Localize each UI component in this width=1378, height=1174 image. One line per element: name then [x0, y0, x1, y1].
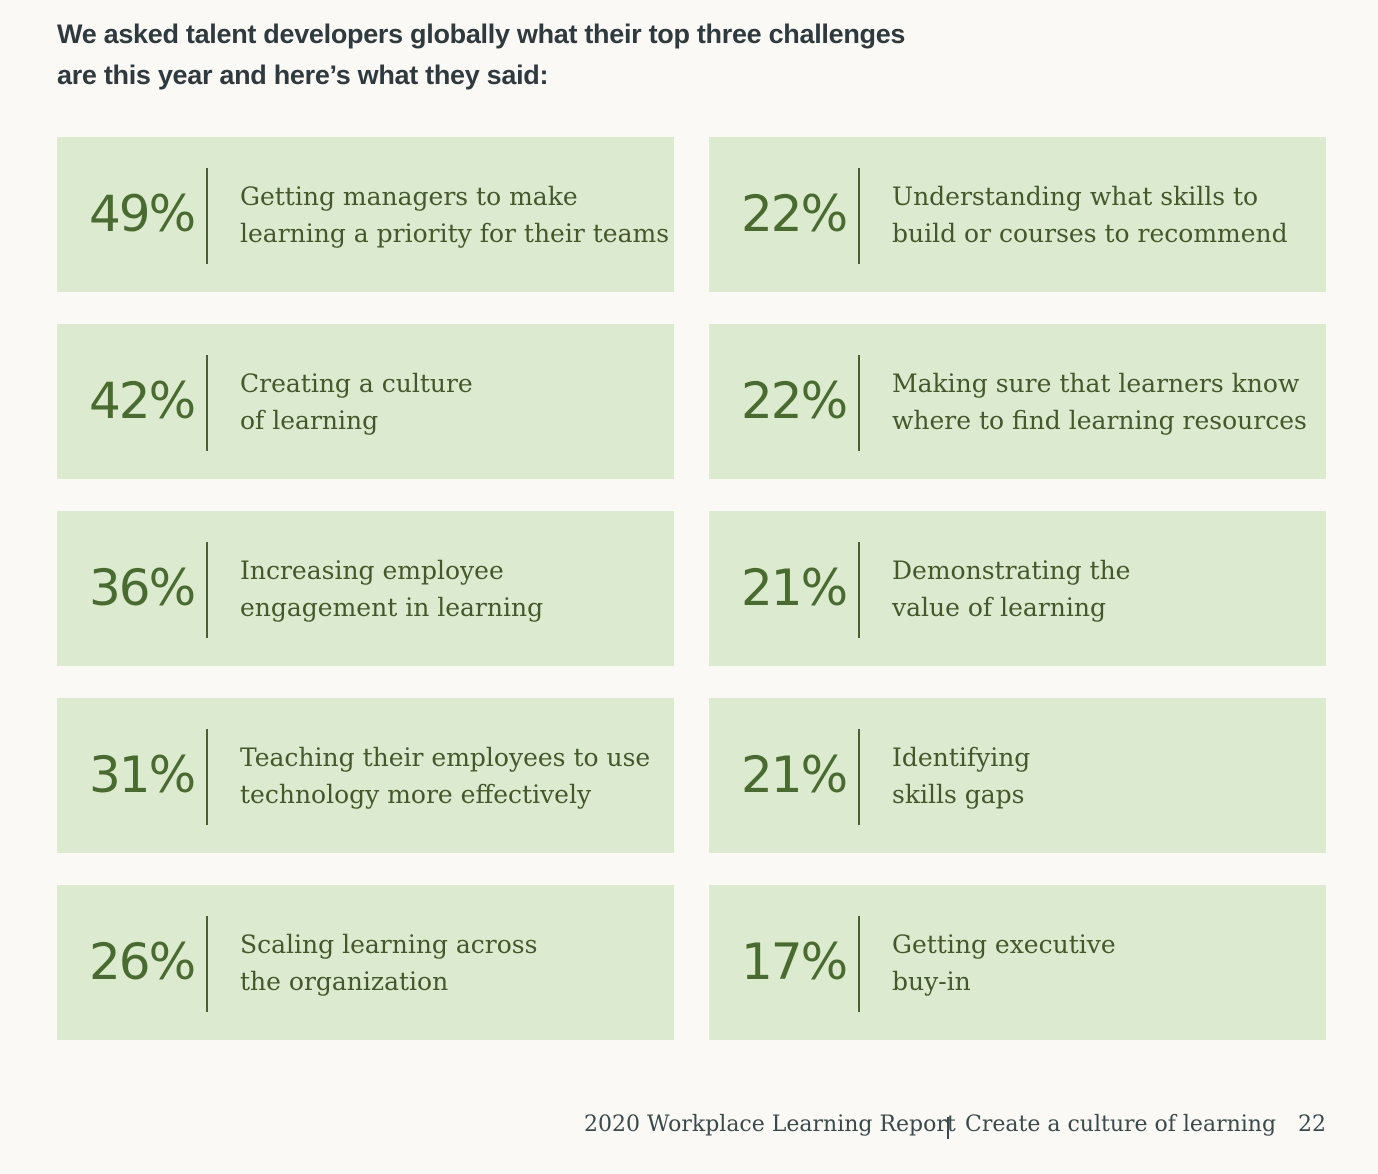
description-line: Getting executive	[892, 930, 1116, 959]
stat-description: Getting managers to make learning a prior…	[240, 178, 669, 252]
divider	[206, 729, 208, 825]
description-line: technology more effectively	[240, 780, 592, 809]
stat-description: Making sure that learners know where to f…	[892, 365, 1307, 439]
description-line: Scaling learning across	[240, 930, 538, 959]
stat-description: Identifying skills gaps	[892, 739, 1030, 813]
stat-card: 17% Getting executive buy-in	[709, 885, 1326, 1040]
description-line: learning a priority for their teams	[240, 219, 670, 248]
stat-description: Getting executive buy-in	[892, 926, 1116, 1000]
divider	[858, 168, 860, 264]
description-line: value of learning	[892, 593, 1106, 622]
description-line: Creating a culture	[240, 369, 473, 398]
stat-value: 21%	[741, 746, 848, 804]
stat-card: 31% Teaching their employees to use techno…	[57, 698, 674, 853]
description-line: buy-in	[892, 967, 971, 996]
footer-report: 2020 Workplace Learning Report	[584, 1112, 956, 1137]
stat-value: 49%	[89, 185, 196, 243]
description-line: where to find learning resources	[892, 406, 1307, 435]
divider	[858, 355, 860, 451]
description-line: skills gaps	[892, 780, 1025, 809]
description-line: the organization	[240, 967, 449, 996]
description-line: Understanding what skills to	[892, 182, 1259, 211]
divider	[858, 542, 860, 638]
footer-section: Create a culture of learning	[965, 1112, 1277, 1137]
page-number: 22	[1298, 1112, 1326, 1137]
stat-description: Increasing employee engagement in learnin…	[240, 552, 543, 626]
stat-description: Demonstrating the value of learning	[892, 552, 1130, 626]
stat-description: Understanding what skills to build or cou…	[892, 178, 1288, 252]
stat-value: 26%	[89, 933, 196, 991]
stat-description: Scaling learning across the organization	[240, 926, 537, 1000]
stat-description: Creating a culture of learning	[240, 365, 473, 439]
stat-card: 21% Demonstrating the value of learning	[709, 511, 1326, 666]
description-line: Increasing employee	[240, 556, 504, 585]
description-line: Making sure that learners know	[892, 369, 1300, 398]
divider	[206, 355, 208, 451]
divider	[206, 168, 208, 264]
title-line: are this year and here’s what they said:	[57, 60, 549, 90]
stat-value: 17%	[741, 933, 848, 991]
stat-card: 49% Getting managers to make learning a pr…	[57, 137, 674, 292]
stat-card: 36% Increasing employee engagement in lear…	[57, 511, 674, 666]
stat-card: 22% Understanding what skills to build or …	[709, 137, 1326, 292]
divider	[206, 916, 208, 1012]
divider	[858, 729, 860, 825]
description-line: Teaching their employees to use	[240, 743, 651, 772]
description-line: Getting managers to make	[240, 182, 578, 211]
stat-value: 21%	[741, 559, 848, 617]
title: We asked talent developers globally what…	[57, 14, 905, 96]
stat-value: 31%	[89, 746, 196, 804]
stat-card: 26% Scaling learning across the organizati…	[57, 885, 674, 1040]
description-line: Identifying	[892, 743, 1031, 772]
stat-value: 42%	[89, 372, 196, 430]
divider	[206, 542, 208, 638]
stat-value: 22%	[741, 185, 848, 243]
stat-card: 42% Creating a culture of learning	[57, 324, 674, 479]
description-line: of learning	[240, 406, 379, 435]
stat-description: Teaching their employees to use technolog…	[240, 739, 650, 813]
divider	[858, 916, 860, 1012]
description-line: build or courses to recommend	[892, 219, 1288, 248]
title-line: We asked talent developers globally what…	[57, 19, 906, 49]
description-line: engagement in learning	[240, 593, 544, 622]
description-line: Demonstrating the	[892, 556, 1131, 585]
stat-value: 22%	[741, 372, 848, 430]
stat-card: 22% Making sure that learners know where t…	[709, 324, 1326, 479]
stat-value: 36%	[89, 559, 196, 617]
footer-separator	[947, 1117, 949, 1139]
stat-card: 21% Identifying skills gaps	[709, 698, 1326, 853]
